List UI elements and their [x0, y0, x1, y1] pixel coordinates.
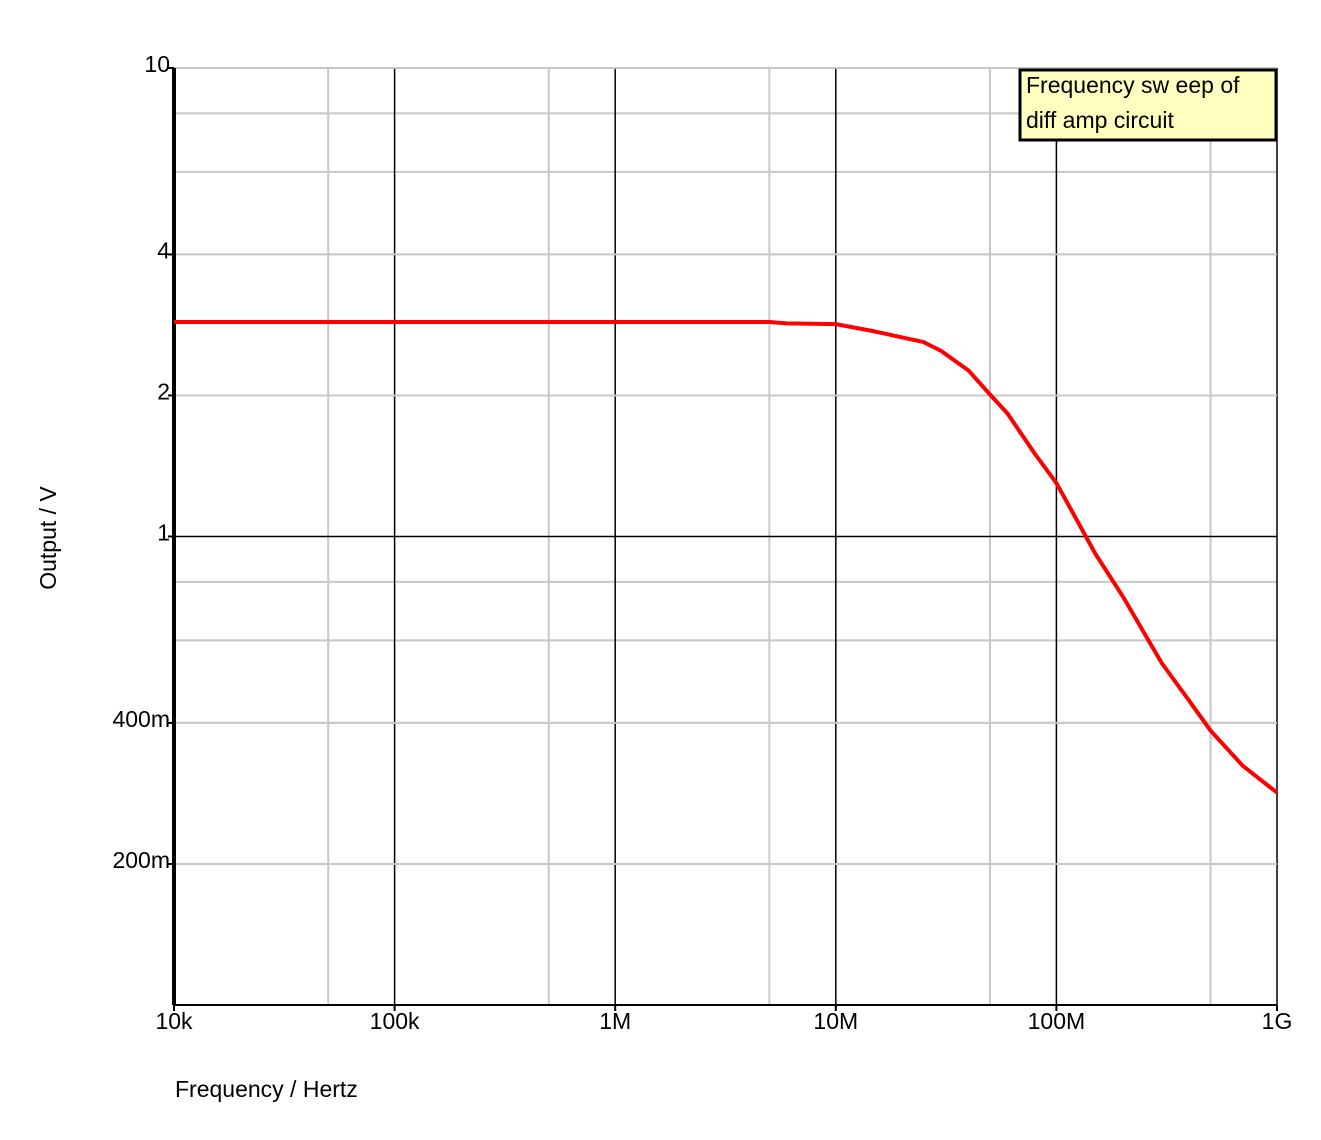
x-tick-label: 10M — [813, 1008, 858, 1034]
annotation-line: Frequency sw eep of — [1026, 72, 1240, 98]
y-axis-label: Output / V — [35, 486, 61, 590]
x-tick-label: 100k — [370, 1008, 420, 1034]
y-tick-label: 4 — [157, 238, 170, 264]
y-tick-label: 2 — [157, 379, 170, 405]
plot: 10k 100k 1M 10M 100M 1G 10 4 2 1 400m 200m — [112, 51, 1292, 1034]
x-tick-label: 10k — [155, 1008, 193, 1034]
y-tick-label: 400m — [112, 706, 170, 732]
x-tick-label: 1G — [1262, 1008, 1293, 1034]
annotation-box — [1018, 68, 1278, 142]
x-tick-label: 100M — [1028, 1008, 1086, 1034]
data-line — [174, 320, 1279, 795]
x-tick-label: 1M — [599, 1008, 631, 1034]
annotation-line: diff amp circuit — [1026, 107, 1174, 133]
y-tick-label: 1 — [157, 520, 170, 546]
y-tick-label: 10 — [144, 51, 170, 77]
y-tick-label: 200m — [112, 847, 170, 873]
grid — [173, 67, 1278, 1005]
x-axis-label: Frequency / Hertz — [175, 1076, 358, 1102]
